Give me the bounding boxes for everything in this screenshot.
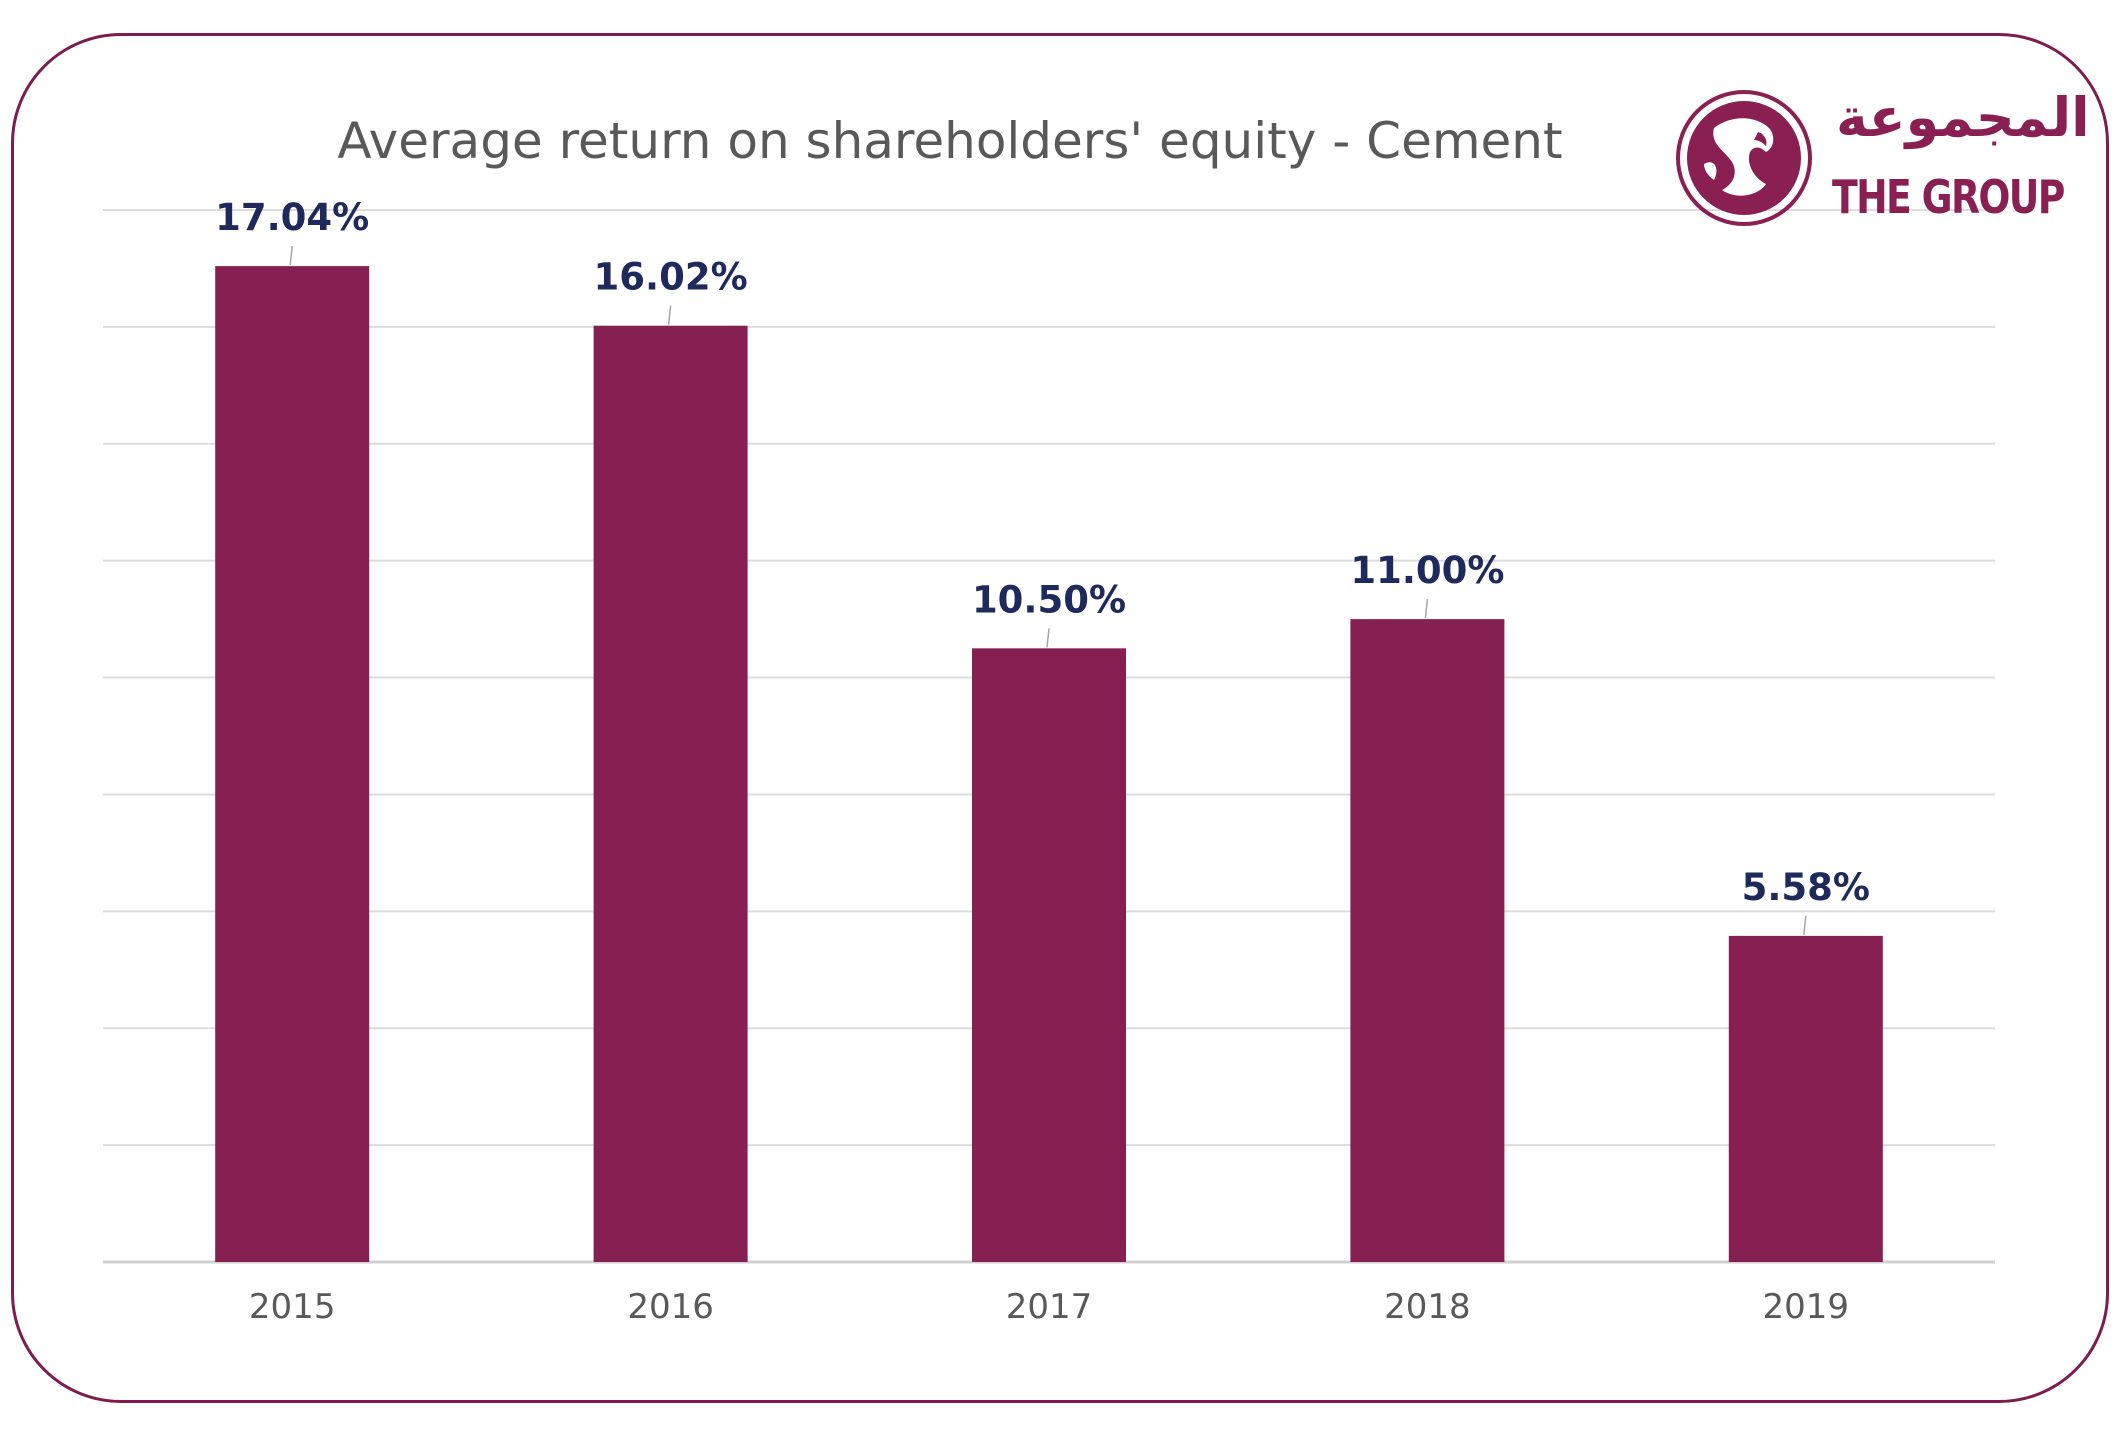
data-label-leader [289,246,293,266]
chart-frame [11,33,2109,1403]
chart-title: Average return on shareholders' equity -… [337,112,1563,170]
x-tick-label: 2015 [249,1287,336,1327]
bar-2015 [215,266,370,1262]
x-tick-label: 2018 [1384,1287,1471,1327]
bar-2016 [593,325,748,1263]
logo-arabic-text: المجموعة [1836,86,2090,149]
x-tick-label: 2017 [1006,1287,1093,1327]
data-label-leader [667,305,672,325]
data-label-leader [1424,599,1429,619]
bar-2018 [1350,619,1505,1262]
data-label: 16.02% [594,256,748,299]
data-label: 10.50% [972,578,1126,621]
data-label: 11.00% [1350,549,1504,592]
data-label: 17.04% [215,196,369,239]
logo-english-text: THE GROUP [1832,170,2065,224]
data-label-leader [1046,628,1050,648]
bar-2019 [1728,935,1883,1262]
data-label-leader [1803,915,1807,935]
company-logo: المجموعة THE GROUP [1674,86,2090,233]
bar-2017 [972,648,1126,1262]
x-tick-label: 2019 [1763,1287,1850,1327]
x-tick-label: 2016 [627,1287,714,1327]
data-label: 5.58% [1742,866,1870,909]
falcon-globe-emblem-icon [1676,90,1812,226]
